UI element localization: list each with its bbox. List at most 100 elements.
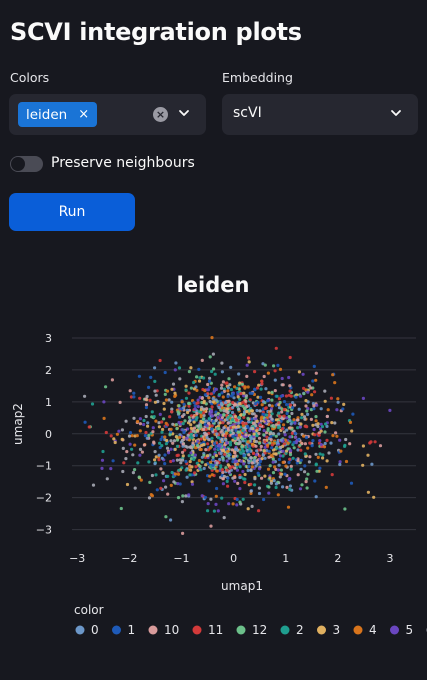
scatter-point <box>180 438 184 443</box>
scatter-point <box>257 486 261 490</box>
scatter-point <box>288 384 292 388</box>
scatter-point <box>110 378 114 382</box>
scatter-point <box>227 377 231 381</box>
scatter-point <box>279 438 283 442</box>
scatter-point <box>179 461 183 465</box>
scatter-point <box>253 477 257 481</box>
scatter-point <box>339 449 343 453</box>
scatter-point <box>162 401 166 406</box>
scatter-point <box>171 441 175 445</box>
scatter-point <box>214 444 218 449</box>
scatter-point <box>200 455 204 459</box>
scatter-point <box>226 476 230 480</box>
scatter-point <box>227 453 231 458</box>
scatter-point <box>273 389 277 393</box>
scatter-point <box>240 437 244 441</box>
scatter-point <box>159 486 163 490</box>
scatter-point <box>152 415 156 419</box>
legend-marker <box>280 625 290 635</box>
scatter-point <box>207 417 211 421</box>
scatter-point <box>262 449 266 453</box>
scatter-point <box>277 426 281 430</box>
scatter-point <box>273 465 277 469</box>
scatter-point <box>243 472 247 477</box>
scatter-point <box>269 409 273 413</box>
run-button[interactable]: Run <box>9 193 135 231</box>
scatter-point <box>207 385 212 389</box>
colors-multiselect[interactable]: leiden × × <box>9 94 206 135</box>
scatter-point <box>221 380 225 384</box>
scatter-point <box>263 440 267 444</box>
scatter-point <box>246 356 251 360</box>
scatter-point <box>205 435 209 440</box>
chip-label: leiden <box>26 106 68 123</box>
legend-label: 10 <box>164 623 179 637</box>
scatter-point <box>288 389 292 393</box>
scatter-point <box>169 427 173 431</box>
scatter-point <box>323 430 327 434</box>
scatter-point <box>227 399 231 403</box>
scatter-point <box>230 428 234 432</box>
scatter-point <box>148 398 152 402</box>
scatter-point <box>189 366 193 370</box>
scatter-point <box>145 394 149 399</box>
scatter-point <box>233 479 237 483</box>
chip-remove-icon[interactable]: × <box>78 107 90 122</box>
scatter-point <box>153 379 157 383</box>
scatter-point <box>319 429 323 433</box>
scatter-point <box>222 389 226 393</box>
scatter-point <box>297 407 301 411</box>
scatter-point <box>195 428 199 432</box>
clear-selection-icon[interactable]: × <box>153 107 168 122</box>
embedding-select[interactable]: scVI <box>222 94 418 135</box>
scatter-point <box>304 435 309 440</box>
scatter-point <box>314 419 318 423</box>
scatter-point <box>208 474 212 478</box>
scatter-point <box>233 475 237 479</box>
scatter-point <box>378 444 383 448</box>
scatter-point <box>262 429 266 433</box>
scatter-point <box>188 460 192 464</box>
scatter-point <box>243 402 248 406</box>
scatter-point <box>172 439 177 443</box>
scatter-point <box>228 443 233 447</box>
scatter-point <box>276 493 280 497</box>
scatter-point <box>199 468 203 472</box>
scatter-point <box>164 485 168 489</box>
legend-marker <box>75 625 85 635</box>
legend-marker <box>353 625 363 635</box>
scatter-point <box>314 371 318 375</box>
scatter-point <box>255 434 259 438</box>
x-tick-label: −2 <box>121 552 137 565</box>
scatter-point <box>238 487 242 491</box>
scatter-point <box>203 389 207 393</box>
scatter-point <box>290 431 294 435</box>
scatter-point <box>286 441 290 445</box>
scatter-point <box>240 445 244 449</box>
scatter-point <box>226 416 230 420</box>
scatter-point <box>351 412 355 416</box>
scatter-point <box>299 448 303 452</box>
scatter-point <box>200 358 204 362</box>
scatter-point <box>177 404 181 408</box>
scatter-point <box>231 434 235 438</box>
scatter-point <box>361 444 365 448</box>
preserve-neighbours-toggle[interactable] <box>10 156 43 172</box>
scatter-point <box>244 399 248 403</box>
scatter-point <box>189 386 193 390</box>
scatter-point <box>189 451 193 455</box>
scatter-point <box>245 409 249 414</box>
chevron-down-icon[interactable] <box>389 106 403 120</box>
scatter-point <box>247 465 251 469</box>
scatter-point <box>291 406 295 410</box>
scatter-point <box>235 468 239 472</box>
embedding-value: scVI <box>233 105 262 121</box>
scatter-point <box>185 436 189 440</box>
chevron-down-icon[interactable] <box>177 106 191 120</box>
scatter-point <box>225 441 229 445</box>
scatter-point <box>131 453 135 457</box>
scatter-point <box>231 431 235 435</box>
scatter-point <box>206 509 210 513</box>
scatter-point <box>150 473 154 478</box>
scatter-point <box>248 447 252 451</box>
